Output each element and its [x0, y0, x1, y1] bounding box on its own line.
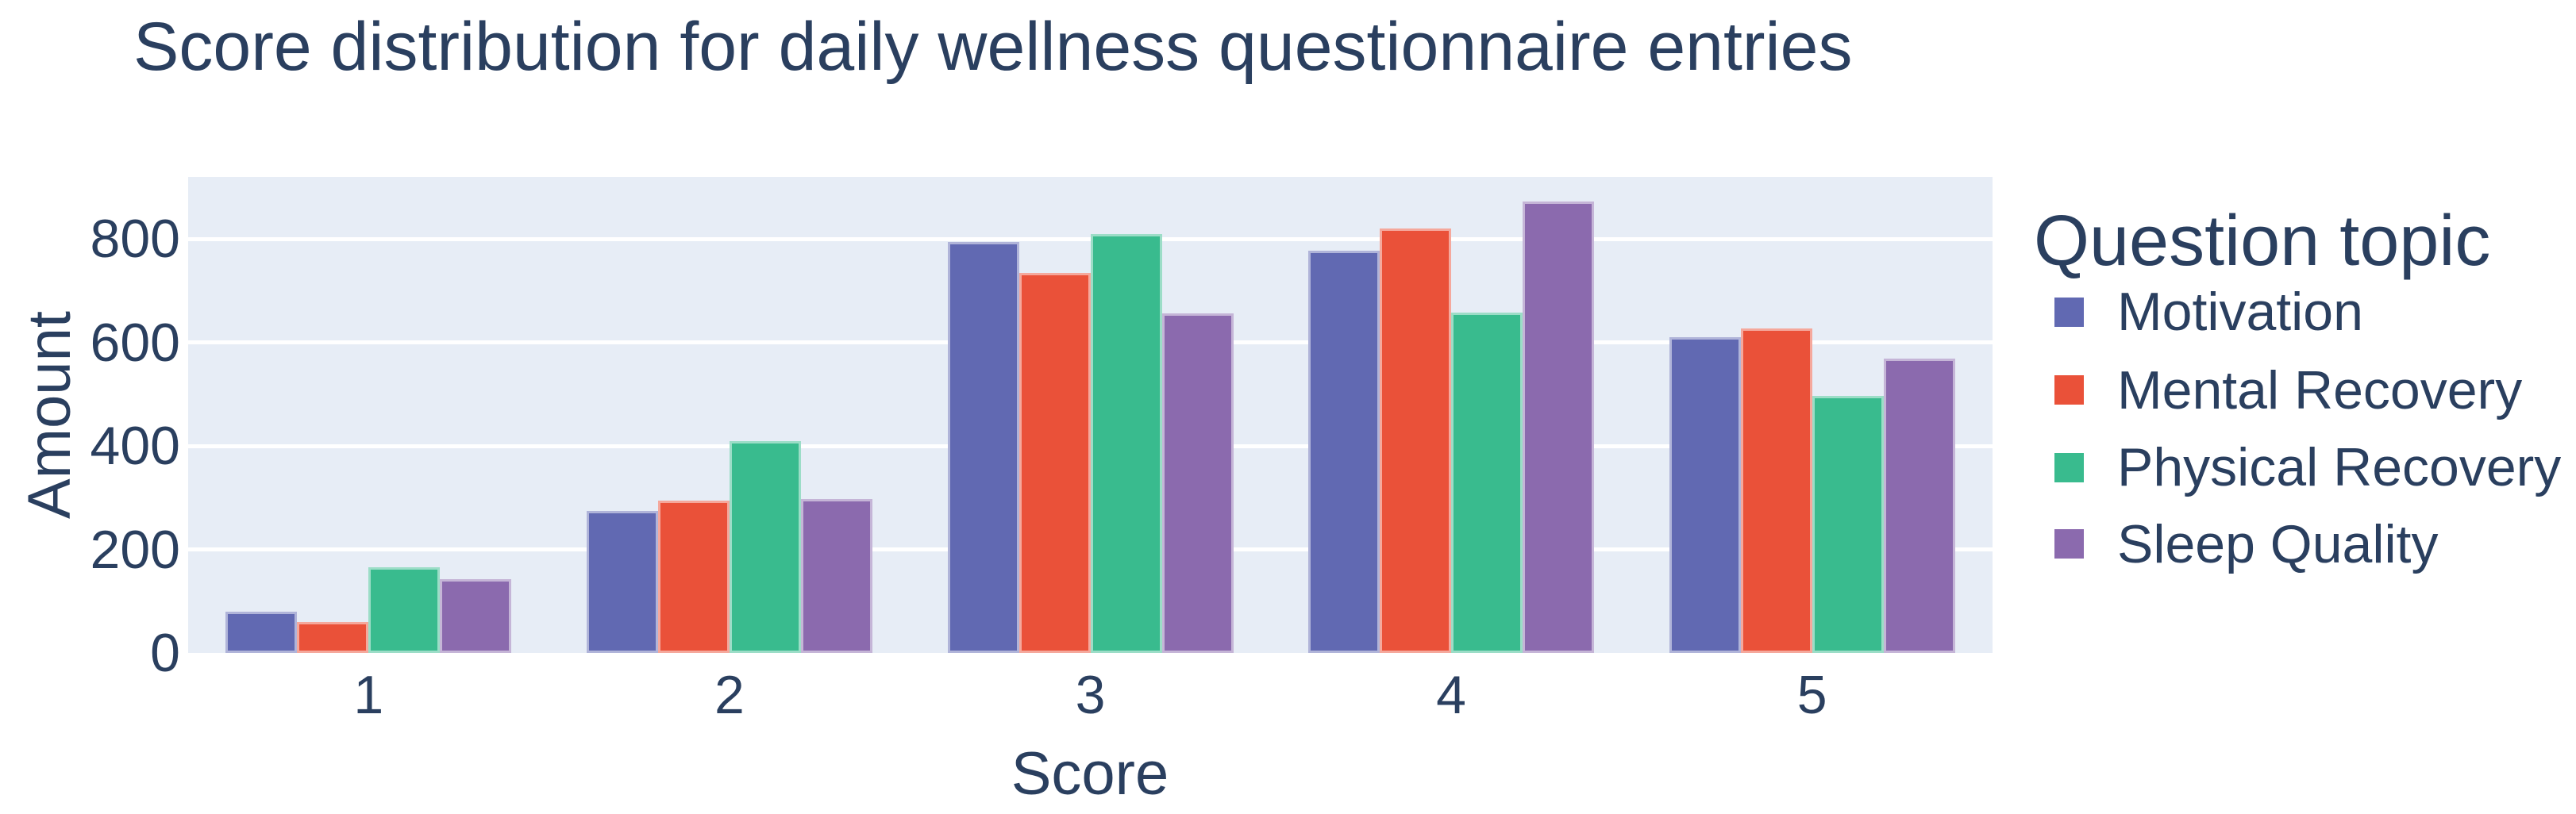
legend-swatch-physical-recovery	[2054, 452, 2084, 482]
x-tick-label-4: 4	[1436, 665, 1466, 725]
legend-item-sleep-quality[interactable]: Sleep Quality	[2054, 513, 2438, 576]
bar-motivation-score-4[interactable]	[1308, 250, 1380, 653]
chart-title: Score distribution for daily wellness qu…	[133, 9, 1853, 85]
bar-sleep-quality-score-2[interactable]	[800, 499, 872, 653]
x-axis-title: Score	[1011, 740, 1169, 808]
bar-sleep-quality-score-1[interactable]	[440, 578, 512, 653]
y-tick-label-0: 0	[150, 623, 180, 683]
legend-label: Mental Recovery	[2117, 359, 2523, 420]
bar-physical-recovery-score-1[interactable]	[368, 566, 441, 653]
legend-label: Motivation	[2117, 282, 2363, 342]
y-tick-label-600: 600	[90, 312, 180, 373]
legend-label: Physical Recovery	[2117, 437, 2562, 497]
x-tick-label-3: 3	[1075, 665, 1106, 725]
legend-swatch-motivation	[2054, 297, 2084, 327]
bar-motivation-score-3[interactable]	[947, 241, 1019, 653]
legend-title: Question topic	[2034, 202, 2491, 281]
legend-swatch-sleep-quality	[2054, 529, 2084, 559]
legend-label: Sleep Quality	[2117, 513, 2439, 574]
legend-item-mental-recovery[interactable]: Mental Recovery	[2054, 359, 2522, 422]
x-tick-label-5: 5	[1796, 665, 1827, 725]
bar-physical-recovery-score-2[interactable]	[729, 440, 801, 653]
bar-mental-recovery-score-3[interactable]	[1018, 272, 1091, 653]
bar-mental-recovery-score-5[interactable]	[1740, 328, 1812, 653]
bar-sleep-quality-score-3[interactable]	[1161, 313, 1234, 653]
y-tick-label-400: 400	[90, 416, 180, 477]
bar-mental-recovery-score-1[interactable]	[297, 621, 369, 653]
bar-physical-recovery-score-4[interactable]	[1451, 312, 1523, 653]
bar-physical-recovery-score-5[interactable]	[1812, 395, 1884, 653]
legend-item-motivation[interactable]: Motivation	[2054, 280, 2363, 344]
bar-mental-recovery-score-4[interactable]	[1380, 228, 1452, 653]
y-tick-label-200: 200	[90, 519, 180, 580]
bar-physical-recovery-score-3[interactable]	[1090, 234, 1162, 653]
bar-motivation-score-5[interactable]	[1669, 336, 1741, 653]
plot-area	[188, 177, 1993, 653]
bar-mental-recovery-score-2[interactable]	[657, 500, 730, 653]
x-tick-label-1: 1	[353, 665, 384, 725]
legend-swatch-mental-recovery	[2054, 375, 2084, 405]
bar-sleep-quality-score-5[interactable]	[1883, 358, 1955, 653]
bar-motivation-score-2[interactable]	[586, 510, 658, 653]
bar-sleep-quality-score-4[interactable]	[1523, 202, 1595, 653]
bar-motivation-score-1[interactable]	[225, 611, 298, 653]
y-tick-label-800: 800	[90, 209, 180, 270]
x-tick-label-2: 2	[714, 665, 745, 725]
legend-item-physical-recovery[interactable]: Physical Recovery	[2054, 436, 2561, 499]
